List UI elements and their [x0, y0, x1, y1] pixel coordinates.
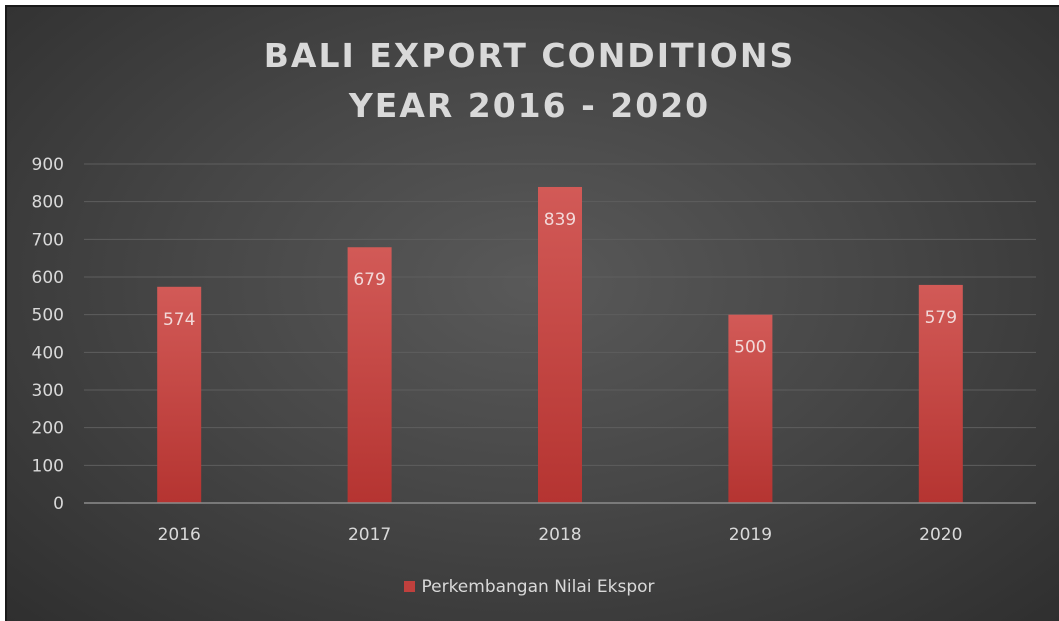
data-label-2018: 839 — [544, 210, 576, 230]
bar-2016 — [157, 286, 202, 503]
bars — [157, 186, 963, 503]
chart-subtitle: YEAR 2016 - 2020 — [348, 86, 711, 125]
bar-2019 — [728, 314, 773, 503]
legend: Perkembangan Nilai Ekspor — [0, 577, 1059, 597]
bar-2020 — [918, 284, 963, 503]
y-tick-label: 200 — [32, 419, 64, 439]
y-tick-label: 400 — [32, 343, 64, 363]
axes: 0 100 200 300 400 500 600 700 800 900 2016 2017 2018… — [32, 155, 1036, 545]
data-label-2017: 679 — [353, 270, 385, 290]
y-tick-label: 100 — [32, 456, 64, 476]
y-tick-label: 800 — [32, 193, 64, 213]
x-tick-label-2018: 2018 — [538, 525, 581, 545]
y-tick-label: 600 — [32, 268, 64, 288]
y-tick-label: 300 — [32, 381, 64, 401]
x-tick-label-2016: 2016 — [158, 525, 201, 545]
legend-label: Perkembangan Nilai Ekspor — [421, 577, 655, 597]
data-label-2020: 579 — [925, 308, 957, 328]
y-tick-label: 700 — [32, 230, 64, 250]
y-tick-label: 500 — [32, 306, 64, 326]
x-tick-label-2020: 2020 — [919, 525, 962, 545]
bar-2017 — [347, 247, 392, 503]
y-tick-label: 0 — [53, 494, 64, 514]
chart-title: BALI EXPORT CONDITIONS — [263, 36, 796, 75]
y-tick-label: 900 — [32, 155, 64, 175]
bar-2018 — [538, 186, 582, 503]
x-tick-label-2019: 2019 — [729, 525, 772, 545]
legend-swatch — [404, 581, 416, 592]
data-label-2019: 500 — [734, 338, 766, 358]
x-tick-label-2017: 2017 — [348, 525, 391, 545]
labels: 574 679 839 500 579 — [163, 210, 957, 358]
data-label-2016: 574 — [163, 310, 195, 330]
